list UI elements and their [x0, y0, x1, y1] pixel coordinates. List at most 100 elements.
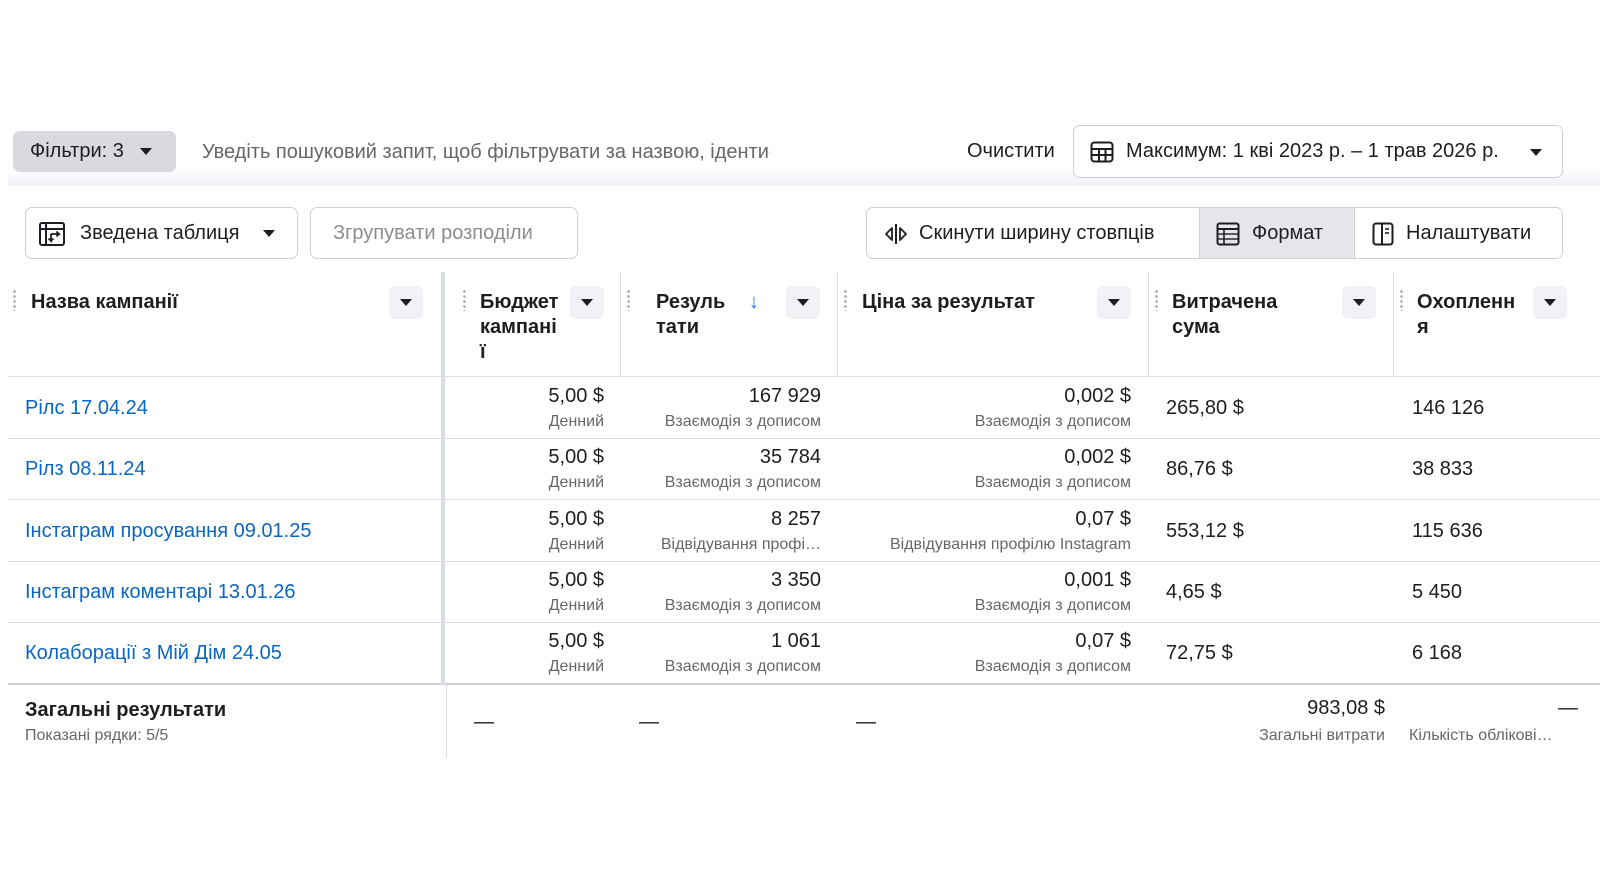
column-divider[interactable]	[1148, 272, 1149, 377]
results-value: 8 257	[770, 508, 821, 530]
date-range-label: Максимум: 1 кві 2023 р. – 1 трав 2026 р.	[1126, 140, 1499, 162]
cost-per-result-value: 0,001 $	[1064, 569, 1131, 591]
amount-spent-value: 86,76 $	[1166, 458, 1233, 480]
drag-handle-icon[interactable]	[844, 289, 847, 311]
cost-per-result-type: Взаємодія з дописом	[974, 474, 1131, 491]
column-menu-button[interactable]	[1097, 286, 1131, 319]
column-header-label: сума	[1172, 316, 1220, 338]
column-resize-icon	[885, 224, 907, 244]
column-menu-button[interactable]	[1342, 286, 1376, 319]
reach-value: 5 450	[1412, 581, 1463, 603]
column-header-label: Охопленн	[1417, 291, 1516, 313]
campaign-name-link[interactable]: Інстаграм просування 09.01.25	[25, 520, 312, 542]
drag-handle-icon[interactable]	[1155, 289, 1158, 311]
reset-column-width-label: Скинути ширину стовпців	[919, 222, 1155, 244]
column-header-reach[interactable]: Охопленн я	[1417, 290, 1515, 340]
chevron-down-icon	[400, 299, 412, 306]
format-button[interactable]: Формат	[1199, 207, 1355, 259]
campaign-name-link[interactable]: Рілз 08.11.24	[25, 458, 146, 480]
format-label: Формат	[1252, 222, 1324, 244]
results-value: 1 061	[770, 630, 821, 652]
drag-handle-icon[interactable]	[463, 289, 466, 311]
column-menu-button[interactable]	[570, 286, 604, 319]
group-breakdowns-button[interactable]: Згрупувати розподіли	[310, 207, 578, 259]
clear-filters-button[interactable]: Очистити	[967, 140, 1055, 162]
campaign-name-link[interactable]: Колаборації з Мій Дім 24.05	[25, 642, 282, 664]
column-header-campaign-name[interactable]: Назва кампанії	[31, 290, 178, 315]
amount-spent-value: 4,65 $	[1166, 581, 1222, 603]
reach-value: 38 833	[1412, 458, 1474, 480]
totals-amount-spent: 983,08 $	[1307, 697, 1385, 719]
reach-value: 115 636	[1412, 520, 1483, 542]
chevron-down-icon	[1353, 299, 1365, 306]
filters-label: Фільтри: 3	[30, 140, 124, 162]
totals-results: —	[639, 711, 659, 733]
pivot-table-icon	[39, 222, 65, 246]
budget-type: Денний	[548, 413, 604, 430]
chevron-down-icon	[1544, 299, 1556, 306]
filters-button[interactable]: Фільтри: 3	[13, 131, 176, 172]
column-divider[interactable]	[1393, 272, 1394, 377]
columns-panel-icon	[1372, 222, 1394, 246]
column-header-label: Назва кампанії	[31, 291, 178, 313]
column-header-amount-spent[interactable]: Витрачена сума	[1172, 290, 1277, 340]
campaign-name-link[interactable]: Рілс 17.04.24	[25, 397, 148, 419]
cost-per-result-value: 0,002 $	[1064, 446, 1131, 468]
campaign-name-link[interactable]: Інстаграм коментарі 13.01.26	[25, 581, 296, 603]
totals-cost-per-result: —	[856, 711, 876, 733]
frozen-column-divider[interactable]	[441, 272, 445, 685]
cost-per-result-type: Відвідування профілю Instagram	[889, 536, 1131, 553]
results-value: 35 784	[759, 446, 821, 468]
cost-per-result-type: Взаємодія з дописом	[974, 597, 1131, 614]
format-grid-icon	[1216, 222, 1240, 246]
drag-handle-icon[interactable]	[627, 289, 630, 311]
cost-per-result-type: Взаємодія з дописом	[974, 413, 1131, 430]
chevron-down-icon	[1530, 149, 1542, 156]
budget-type: Денний	[548, 658, 604, 675]
customize-label: Налаштувати	[1406, 222, 1532, 244]
column-header-results[interactable]: Резуль тати	[656, 290, 725, 340]
column-header-label: Резуль	[656, 291, 726, 313]
column-header-label: Ціна за результат	[862, 291, 1035, 313]
totals-column-divider	[446, 685, 447, 758]
results-type: Взаємодія з дописом	[664, 658, 821, 675]
column-header-cost-per-result[interactable]: Ціна за результат	[862, 290, 1035, 315]
sort-descending-icon[interactable]: ↓	[749, 291, 759, 313]
cost-per-result-type: Взаємодія з дописом	[974, 658, 1131, 675]
amount-spent-value: 72,75 $	[1166, 642, 1233, 664]
rows-shown-count: Показані рядки: 5/5	[25, 727, 169, 744]
cost-per-result-value: 0,002 $	[1064, 385, 1131, 407]
column-header-label: Витрачена	[1172, 291, 1278, 313]
reach-value: 146 126	[1412, 397, 1485, 419]
header-divider	[8, 376, 1600, 377]
row-divider	[8, 561, 1600, 562]
calendar-table-icon	[1090, 141, 1114, 163]
drag-handle-icon[interactable]	[13, 289, 16, 311]
cost-per-result-value: 0,07 $	[1075, 508, 1131, 530]
reach-value: 6 168	[1412, 642, 1463, 664]
row-divider	[8, 499, 1600, 500]
chevron-down-icon	[1108, 299, 1120, 306]
drag-handle-icon[interactable]	[1400, 289, 1403, 311]
chevron-down-icon	[140, 148, 152, 155]
cost-per-result-value: 0,07 $	[1075, 630, 1131, 652]
date-range-picker[interactable]: Максимум: 1 кві 2023 р. – 1 трав 2026 р.	[1073, 125, 1563, 178]
row-divider	[8, 438, 1600, 439]
reset-column-width-button[interactable]: Скинути ширину стовпців	[866, 207, 1200, 259]
column-header-budget[interactable]: Бюджет кампані ї	[480, 290, 558, 365]
totals-reach: —	[1558, 697, 1578, 719]
amount-spent-value: 553,12 $	[1166, 520, 1244, 542]
row-divider	[8, 622, 1600, 623]
column-header-label: кампані	[480, 316, 557, 338]
customize-columns-button[interactable]: Налаштувати	[1354, 207, 1563, 259]
chevron-down-icon	[581, 299, 593, 306]
results-type: Взаємодія з дописом	[664, 474, 821, 491]
column-menu-button[interactable]	[389, 286, 423, 319]
pivot-table-button[interactable]: Зведена таблиця	[25, 207, 298, 259]
column-divider[interactable]	[620, 272, 621, 377]
column-divider[interactable]	[837, 272, 838, 377]
column-header-label: Бюджет	[480, 291, 559, 313]
search-input[interactable]	[200, 134, 772, 170]
column-menu-button[interactable]	[1533, 286, 1567, 319]
column-menu-button[interactable]	[786, 286, 820, 319]
